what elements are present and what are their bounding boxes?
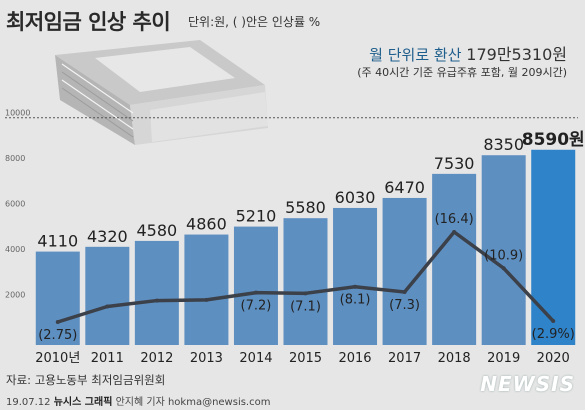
x-tick-label: 2019 [487, 351, 520, 366]
credit-reporter: 안지혜 기자 hokma@newsis.com [115, 397, 271, 408]
y-tick-label: 2000 [5, 291, 25, 300]
x-tick-label: 2016 [338, 351, 371, 366]
bar-value-label: 4860 [186, 215, 227, 234]
rate-point [353, 284, 358, 289]
rate-label: (8.1) [340, 293, 371, 308]
x-tick-label: 2013 [190, 351, 223, 366]
rate-label: (7.2) [241, 299, 272, 314]
x-tick-label: 2018 [438, 351, 471, 366]
bar-value-label: 5580 [285, 198, 326, 217]
money-stack-illustration [55, 40, 268, 145]
bar [382, 197, 427, 345]
rate-label: (7.3) [389, 298, 420, 313]
rate-point [55, 320, 60, 324]
bar-value-label: 8350 [483, 135, 524, 154]
x-tick-label: 2015 [289, 351, 322, 366]
newsis-logo: NEWSIS [480, 372, 575, 396]
monthly-note: (주 40시간 기준 유급주휴 포함, 월 209시간) [357, 66, 567, 79]
bar [481, 155, 526, 345]
rate-point [253, 290, 258, 295]
y-tick-label: 8000 [5, 154, 25, 163]
bar-value-label: 8590원 [522, 130, 585, 150]
rate-label: (2.9%) [532, 327, 575, 342]
x-tick-label: 2010년 [35, 351, 80, 366]
x-tick-label: 2012 [140, 351, 173, 366]
bar-value-label: 5210 [236, 207, 277, 226]
bar-value-label: 7530 [434, 154, 475, 173]
rate-label: (10.9) [484, 248, 523, 263]
credit-agency: 뉴시스 그래픽 [53, 397, 113, 408]
monthly-value: 179만5310원 [466, 45, 567, 64]
bar-value-label: 6030 [335, 188, 376, 207]
bar [35, 251, 80, 345]
rate-point [501, 266, 506, 271]
bar [85, 246, 130, 345]
rate-label: (7.1) [290, 299, 321, 314]
y-tick-label: 6000 [5, 200, 25, 209]
page-title: 최저임금 인상 추이 [6, 10, 171, 34]
rate-point [402, 290, 407, 294]
credit-line: 19.07.12 뉴시스 그래픽 안지혜 기자 hokma@newsis.com [6, 393, 270, 408]
bar [233, 226, 278, 345]
x-tick-label: 2020 [537, 351, 570, 366]
bar-value-label: 4320 [87, 227, 128, 246]
y-tick-label: 4000 [5, 245, 25, 254]
x-tick-label: 2011 [91, 351, 124, 366]
rate-point [105, 304, 110, 309]
rate-point [551, 319, 556, 324]
bar-value-label: 4110 [37, 232, 78, 251]
bar [531, 149, 576, 345]
rate-point [452, 230, 457, 234]
credit-date: 19.07.12 [6, 397, 51, 408]
source-text: 자료: 고용노동부 최저임금위원회 [6, 373, 166, 387]
bar [184, 234, 229, 345]
plot-area: 2000 4000 6000 8000 10000 4110 2010년 4320 2011 45… [5, 109, 585, 366]
rate-label: (16.4) [435, 212, 474, 227]
bar [134, 240, 179, 345]
x-tick-label: 2017 [388, 351, 421, 366]
bar-value-label: 6470 [384, 178, 425, 197]
bar-value-label: 4580 [137, 221, 178, 240]
monthly-callout: 월 단위로 환산 179만5310원 [369, 41, 567, 65]
rate-point [154, 298, 159, 303]
bar [333, 207, 378, 345]
unit-note: 단위:원, ( )안은 인상률 % [188, 15, 321, 29]
y-tick-label: 10000 [5, 109, 30, 118]
bar [432, 173, 477, 345]
x-tick-label: 2014 [239, 351, 272, 366]
rate-label: (2.75) [38, 328, 77, 343]
monthly-label: 월 단위로 환산 [369, 46, 462, 64]
rate-point [204, 297, 209, 302]
rate-point [303, 291, 308, 296]
bar [283, 218, 328, 345]
